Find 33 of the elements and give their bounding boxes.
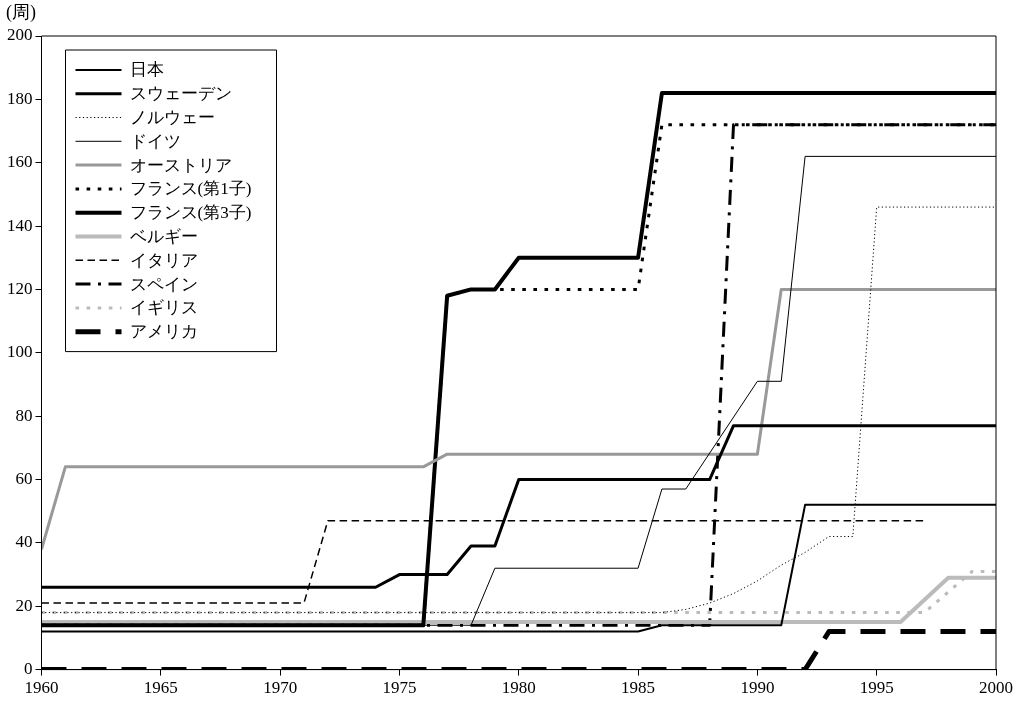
legend-label: スペイン (129, 274, 198, 294)
x-tick-label: 1980 (501, 678, 536, 698)
x-tick-label: 1975 (382, 678, 417, 698)
x-tick-label: 1995 (859, 678, 894, 698)
legend-label: フランス(第1子) (129, 179, 252, 199)
x-tick-label: 1985 (621, 678, 656, 698)
y-tick-label: 160 (7, 152, 33, 172)
legend-label: イタリア (129, 250, 198, 270)
y-tick-label: 180 (7, 88, 33, 108)
legend-label: アメリカ (129, 322, 198, 342)
legend-label: ベルギー (129, 226, 198, 246)
y-tick-label: 40 (15, 532, 33, 552)
legend-label: 日本 (129, 60, 164, 80)
y-tick-label: 140 (7, 215, 33, 235)
y-axis-title: (周) (6, 1, 36, 23)
y-tick-label: 80 (15, 405, 33, 425)
x-tick-label: 1970 (263, 678, 298, 698)
legend-label: スウェーデン (129, 84, 232, 104)
y-tick-label: 200 (7, 25, 33, 45)
legend-label: ノルウェー (129, 107, 215, 127)
y-tick-label: 100 (7, 342, 33, 362)
y-tick-label: 120 (7, 278, 33, 298)
y-tick-label: 20 (15, 595, 33, 615)
legend-label: フランス(第3子) (129, 203, 252, 223)
legend-label: ドイツ (129, 131, 181, 151)
x-tick-label: 1960 (24, 678, 59, 698)
y-tick-label: 0 (24, 659, 33, 679)
legend-label: オーストリア (129, 155, 232, 175)
x-tick-label: 1965 (143, 678, 178, 698)
y-tick-label: 60 (15, 468, 33, 488)
x-tick-label: 2000 (979, 678, 1013, 698)
legend-label: イギリス (129, 298, 198, 318)
x-tick-label: 1990 (740, 678, 775, 698)
